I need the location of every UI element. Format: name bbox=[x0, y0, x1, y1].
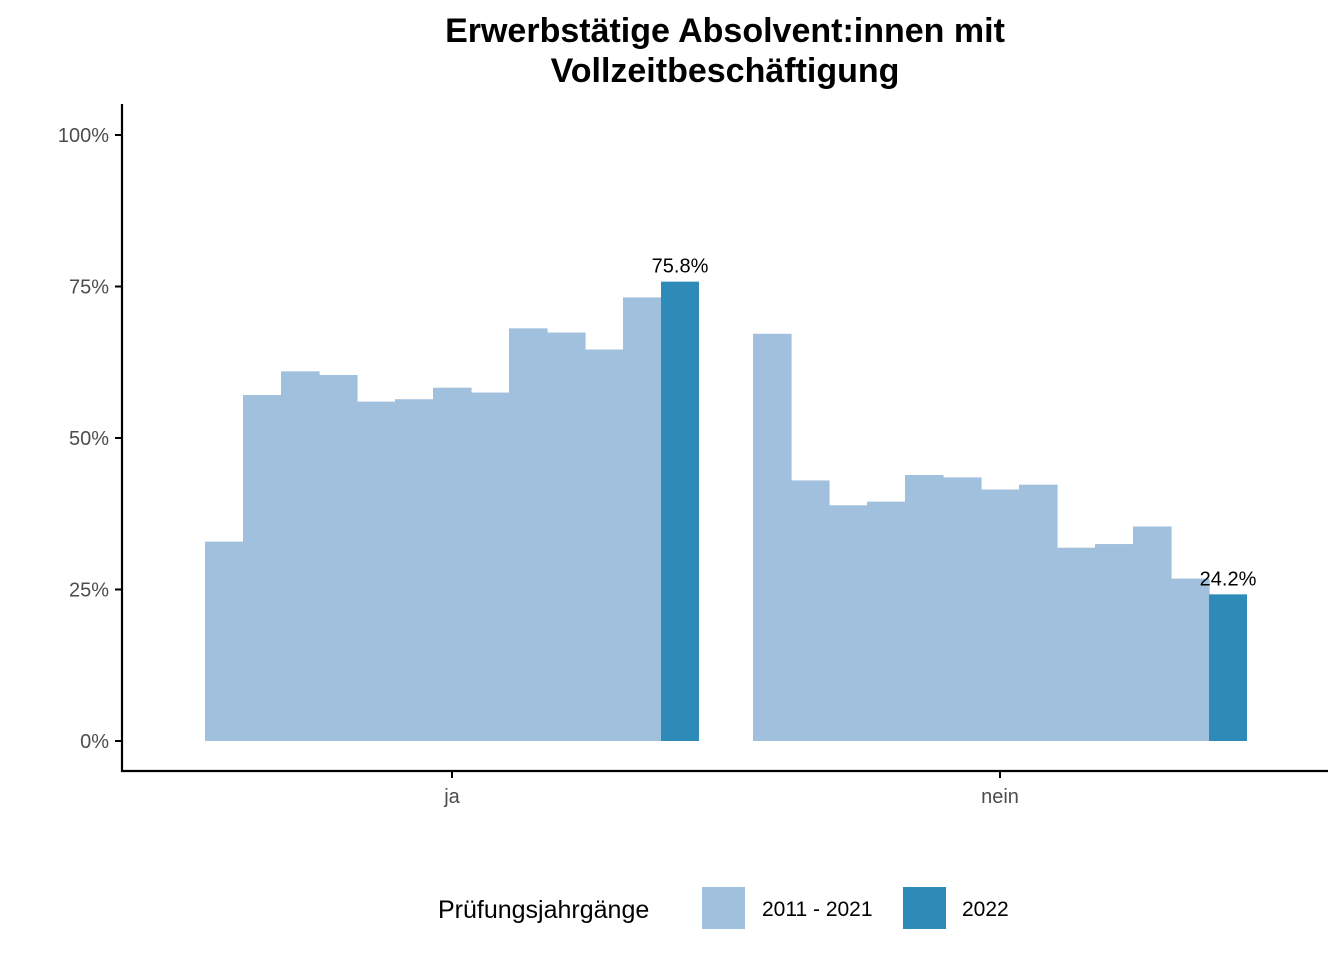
y-tick-label: 25% bbox=[69, 580, 109, 602]
bar-nein-past-9 bbox=[1057, 547, 1096, 741]
bar-ja-past-12 bbox=[623, 297, 662, 741]
bar-nein-past-1 bbox=[753, 333, 792, 741]
bar-ja-past-1 bbox=[205, 541, 244, 741]
bar-nein-past-12 bbox=[1171, 578, 1210, 741]
y-tick-label: 75% bbox=[69, 277, 109, 299]
legend-swatch-2022 bbox=[903, 887, 946, 929]
bar-ja-past-5 bbox=[357, 401, 396, 741]
bar-nein-past-5 bbox=[905, 474, 944, 741]
bar-ja-past-6 bbox=[395, 399, 434, 741]
data-label-nein: 24.2% bbox=[1200, 568, 1257, 590]
bar-nein-past-3 bbox=[829, 505, 868, 741]
legend-swatch-2011-2021 bbox=[702, 887, 745, 929]
bar-nein-past-4 bbox=[867, 501, 906, 741]
bar-ja-current bbox=[661, 281, 699, 741]
x-tick-label: nein bbox=[981, 786, 1019, 808]
bar-ja-past-4 bbox=[319, 374, 358, 741]
legend-label-2022: 2022 bbox=[962, 898, 1009, 921]
bar-ja-past-8 bbox=[471, 392, 510, 741]
y-tick-label: 100% bbox=[58, 125, 109, 147]
bar-ja-past-9 bbox=[509, 328, 548, 741]
y-tick-label: 0% bbox=[80, 731, 109, 753]
data-label-ja: 75.8% bbox=[652, 256, 709, 278]
chart-title-line-2: Vollzeitbeschäftigung bbox=[551, 52, 900, 90]
bar-ja-past-7 bbox=[433, 387, 472, 741]
plot-area: 75.8% 24.2% 0% 25% 50% 75% 100% ja nein bbox=[58, 104, 1328, 808]
bar-nein-past-7 bbox=[981, 489, 1020, 741]
bar-nein-past-2 bbox=[791, 480, 830, 741]
legend-title: Prüfungsjahrgänge bbox=[438, 896, 649, 924]
legend: Prüfungsjahrgänge 2011 - 2021 2022 bbox=[438, 887, 1009, 929]
bar-nein-past-8 bbox=[1019, 484, 1058, 741]
bar-nein-current bbox=[1209, 594, 1247, 741]
bar-nein-past-10 bbox=[1095, 544, 1134, 741]
bar-nein-past-11 bbox=[1133, 526, 1172, 741]
legend-label-2011-2021: 2011 - 2021 bbox=[762, 898, 873, 921]
bar-ja-past-10 bbox=[547, 332, 586, 741]
chart-title-line-1: Erwerbstätige Absolvent:innen mit bbox=[445, 12, 1005, 50]
bar-ja-past-3 bbox=[281, 371, 320, 741]
x-tick-label: ja bbox=[443, 786, 460, 808]
y-tick-label: 50% bbox=[69, 428, 109, 450]
bar-ja-past-11 bbox=[585, 349, 624, 741]
bar-ja-past-2 bbox=[243, 394, 282, 741]
bar-nein-past-6 bbox=[943, 477, 982, 741]
